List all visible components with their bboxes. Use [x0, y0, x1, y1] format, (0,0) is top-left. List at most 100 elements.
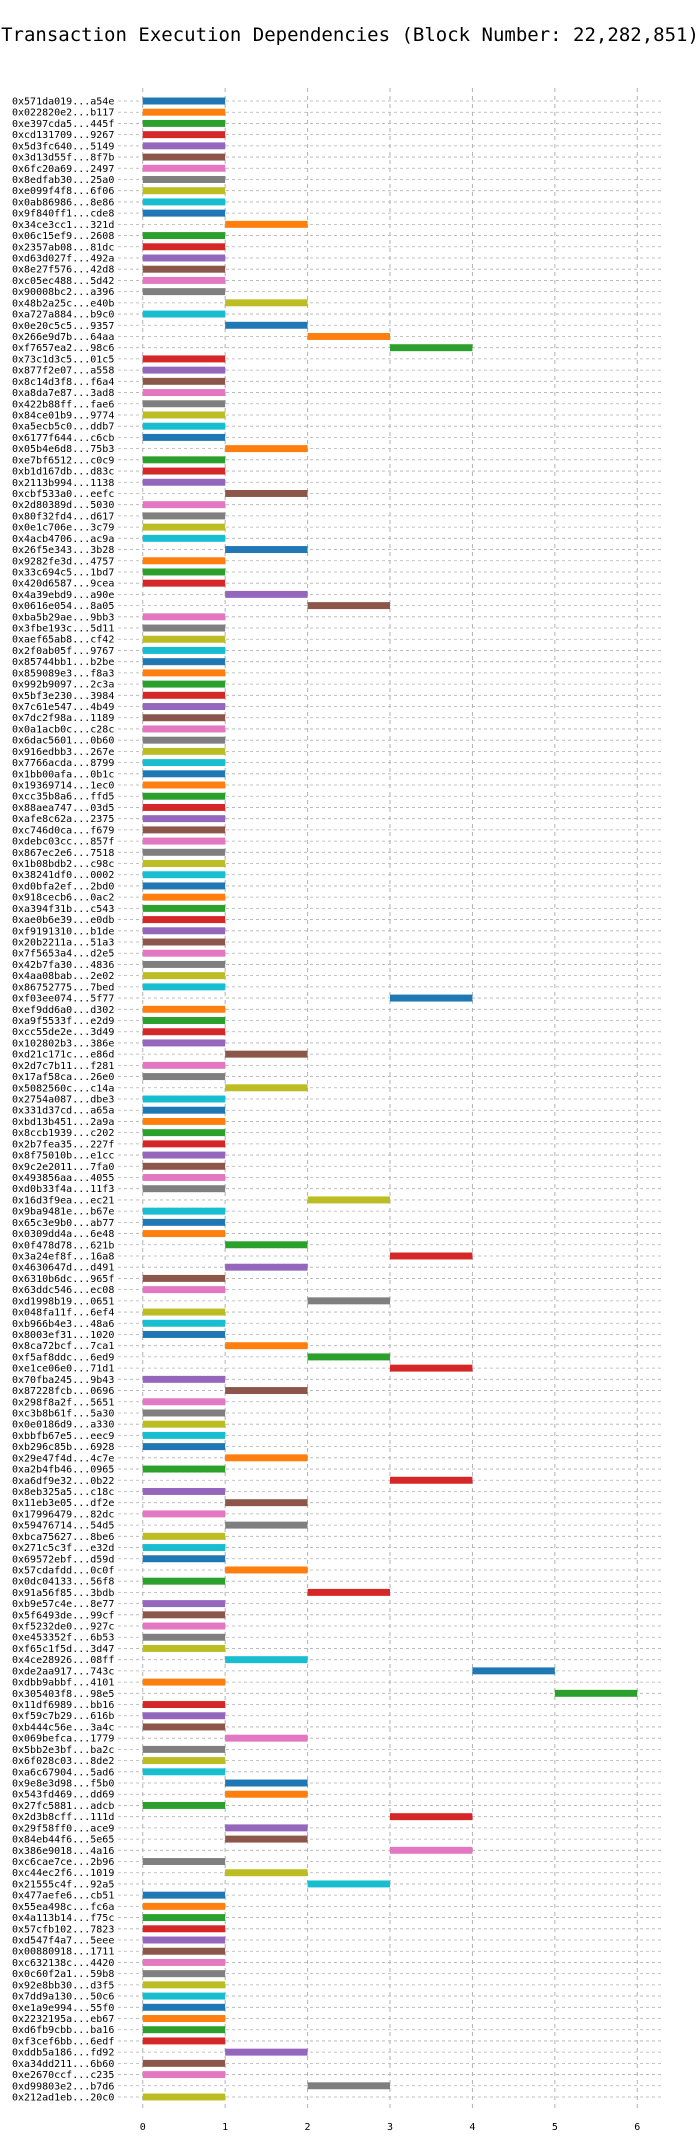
dependency-bar — [142, 433, 226, 441]
dependency-bar — [142, 1331, 226, 1338]
dependency-bar — [142, 579, 226, 587]
tx-hash-label: 0x493856aa...4055 — [12, 1173, 114, 1184]
tx-hash-label: 0x73c1d3c5...01c5 — [12, 354, 114, 365]
dependency-bar — [142, 1577, 226, 1585]
tx-hash-label: 0x069befca...1779 — [12, 1734, 114, 1745]
tx-hash-label: 0x2232195a...eb67 — [12, 2014, 114, 2025]
dependency-bar — [225, 1779, 308, 1787]
tx-hash-label: 0xe099f4f8...6f06 — [12, 186, 114, 197]
dependency-bar — [142, 1185, 226, 1193]
tx-hash-label: 0x9282fe3d...4757 — [12, 556, 114, 567]
dependency-bar — [142, 355, 226, 363]
tx-hash-label: 0x84ce01b9...9774 — [12, 410, 114, 421]
tx-hash-label: 0x19369714...1ec0 — [12, 781, 114, 792]
dependency-bar — [225, 590, 308, 598]
tx-hash-label: 0xcbf533a0...eefc — [12, 489, 114, 500]
tx-hash-label: 0x3d13d55f...8f7b — [12, 153, 114, 164]
dependency-bar — [142, 2037, 226, 2045]
dependency-bar — [142, 747, 226, 755]
tx-hash-label: 0x2f0ab05f...9767 — [12, 646, 114, 657]
dependency-bar — [142, 669, 226, 677]
dependency-bar — [142, 1902, 226, 1910]
dependency-bar — [225, 546, 308, 554]
tx-hash-label: 0x4aa08bab...2e02 — [12, 971, 114, 982]
tx-hash-label: 0xa34dd211...6b60 — [12, 2059, 114, 2070]
dependency-bar — [142, 1274, 226, 1282]
dependency-bar — [142, 960, 226, 968]
dependency-bar — [142, 288, 226, 296]
tx-hash-label: 0x27fc5881...adcb — [12, 1801, 114, 1812]
tx-hash-label: 0xd1998b19...0651 — [12, 1296, 114, 1307]
dependency-bar — [142, 2015, 226, 2022]
x-tick-label: 5 — [552, 2122, 558, 2133]
tx-hash-label: 0x859089e3...f8a3 — [12, 668, 114, 679]
tx-hash-label: 0xbbfb67e5...eec9 — [12, 1431, 114, 1442]
dependency-bar — [142, 1207, 226, 1215]
dependency-bar — [142, 1768, 226, 1776]
dependency-bar — [142, 198, 226, 206]
dependency-bar — [142, 568, 226, 576]
dependency-bar — [142, 1061, 226, 1069]
dependency-bar — [142, 972, 226, 980]
tx-hash-label: 0x7766acda...8799 — [12, 758, 114, 769]
dependency-bar — [390, 344, 473, 352]
tx-hash-label: 0xa9f5533f...e2d9 — [12, 1016, 114, 1027]
tx-hash-label: 0xe7bf6512...c0c9 — [12, 455, 114, 466]
tx-hash-label: 0x29e47f4d...4c7e — [12, 1453, 114, 1464]
tx-hash-label: 0xe1a9e994...55f0 — [12, 2003, 114, 2014]
tx-hash-label: 0x17af58ca...26e0 — [12, 1072, 114, 1083]
dependency-bar — [142, 1712, 226, 1720]
tx-hash-label: 0x0e20c5c5...9357 — [12, 321, 114, 332]
dependency-bar — [142, 1028, 226, 1036]
tx-hash-label: 0xf59c7b29...616b — [12, 1711, 114, 1722]
tx-hash-label: 0x5f6493de...99cf — [12, 1610, 114, 1621]
tx-hash-label: 0xa6df9e32...0b22 — [12, 1476, 114, 1487]
tx-hash-label: 0x543fd469...dd69 — [12, 1790, 114, 1801]
dependency-bar — [142, 108, 226, 116]
dependency-bar — [142, 456, 226, 464]
tx-hash-label: 0x102802b3...386e — [12, 1038, 114, 1049]
dependency-bar — [225, 1656, 308, 1664]
tx-hash-label: 0x4ce28926...08ff — [12, 1655, 114, 1666]
dependency-bar — [142, 422, 226, 430]
dependency-bar — [142, 882, 226, 890]
dependency-bar — [142, 680, 226, 688]
dependency-bar — [142, 736, 226, 744]
dependency-bar — [142, 871, 226, 879]
tx-hash-label: 0x298f8a2f...5651 — [12, 1397, 114, 1408]
dependency-bar — [142, 557, 226, 565]
y-tick-labels: 0x571da019...a54e0x022820e2...b1170xe397… — [12, 97, 114, 2104]
x-tick-labels: 0 1 2 3 4 5 6 — [140, 2122, 641, 2133]
dependency-bar — [142, 658, 226, 666]
dependency-bar — [142, 1914, 226, 1922]
tx-hash-label: 0xd21c171c...e86d — [12, 1050, 114, 1061]
dependency-bar — [142, 2071, 226, 2079]
tx-hash-label: 0xc746d0ca...f679 — [12, 825, 114, 836]
tx-hash-label: 0x0f478d78...621b — [12, 1240, 114, 1251]
tx-hash-label: 0x022820e2...b117 — [12, 108, 114, 119]
dependency-bar — [225, 1342, 308, 1350]
tx-hash-label: 0x8e27f576...42d8 — [12, 265, 114, 276]
dependency-bar — [142, 176, 226, 183]
dependency-bar — [142, 377, 226, 385]
dependency-bar — [142, 714, 226, 722]
dependency-bar — [225, 1824, 308, 1832]
dependency-bar — [142, 164, 226, 172]
dependency-bar — [225, 1734, 308, 1742]
dependency-bar — [225, 299, 308, 307]
tx-hash-label: 0x6177f644...c6cb — [12, 433, 114, 444]
tx-hash-label: 0x992b9097...2c3a — [12, 680, 114, 691]
bar-layer — [142, 97, 638, 2101]
dependency-bar — [142, 1140, 226, 1148]
tx-hash-label: 0xba5b29ae...9bb3 — [12, 612, 114, 623]
tx-hash-label: 0x65c3e9b0...ab77 — [12, 1218, 114, 1229]
tx-hash-label: 0x2d7c7b11...f281 — [12, 1061, 114, 1072]
tx-hash-label: 0x2113b994...1138 — [12, 478, 114, 489]
dependency-bar — [142, 759, 226, 767]
dependency-bar — [142, 1151, 226, 1159]
dependency-bar — [142, 893, 226, 901]
dependency-bar — [142, 1745, 226, 1753]
tx-hash-label: 0x3a24ef8f...16a8 — [12, 1251, 114, 1262]
dependency-bar — [390, 1364, 473, 1372]
tx-hash-label: 0xf5232de0...927c — [12, 1622, 114, 1633]
